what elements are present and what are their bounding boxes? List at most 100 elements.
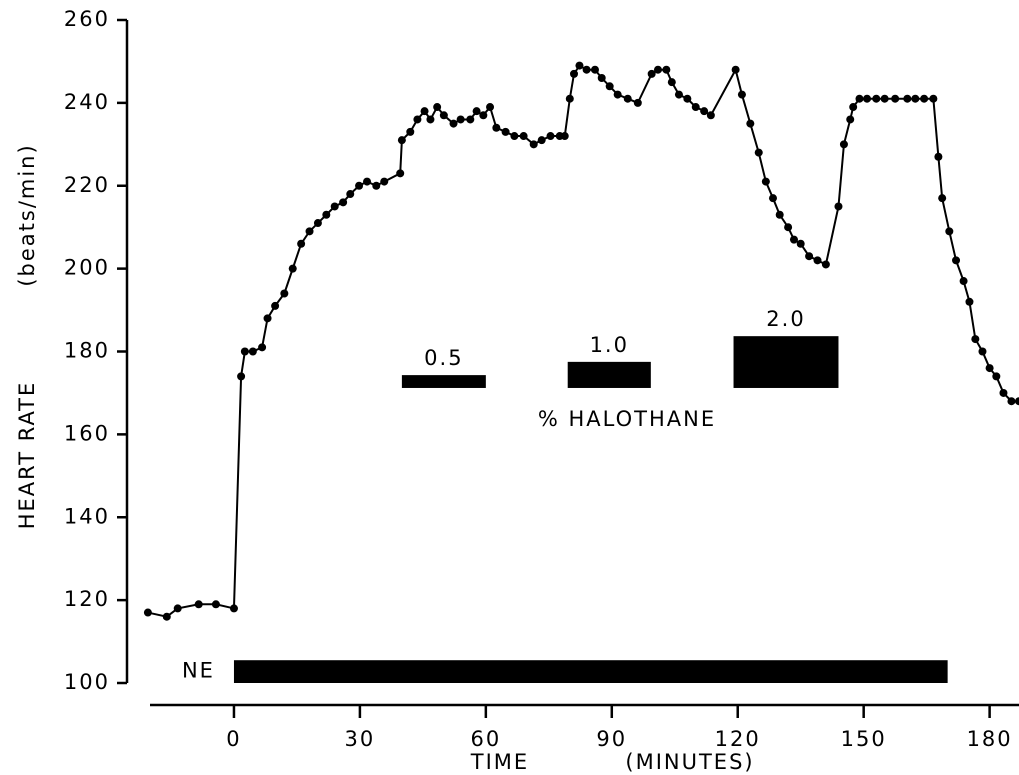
y-axis-unit: (beats/min) xyxy=(15,143,39,286)
data-point xyxy=(492,123,501,132)
data-point xyxy=(903,94,912,103)
data-point xyxy=(623,94,632,103)
data-point xyxy=(271,301,280,310)
data-point xyxy=(248,347,257,356)
data-point xyxy=(613,90,622,99)
bar-label: NE xyxy=(182,659,215,683)
data-point xyxy=(965,297,974,306)
y-tick-label: 240 xyxy=(64,90,110,114)
data-point xyxy=(173,604,182,613)
data-point xyxy=(194,600,203,609)
data-point xyxy=(761,177,770,186)
bar-label: 2.0 xyxy=(766,307,805,331)
data-point xyxy=(313,219,322,228)
x-tick-label: 30 xyxy=(345,727,376,751)
data-point xyxy=(397,136,406,145)
data-point xyxy=(486,103,495,112)
bar-label: 1.0 xyxy=(590,333,629,357)
data-point xyxy=(537,136,546,145)
data-point xyxy=(911,94,920,103)
data-point xyxy=(929,94,938,103)
data-point xyxy=(784,223,793,232)
x-axis-unit: (MINUTES) xyxy=(625,750,754,774)
data-point xyxy=(582,65,591,74)
data-point xyxy=(439,111,448,120)
treatment-bar xyxy=(401,375,486,388)
y-tick-label: 100 xyxy=(64,670,110,694)
data-point xyxy=(529,140,538,149)
y-tick-label: 180 xyxy=(64,339,110,363)
data-point xyxy=(863,94,872,103)
data-point xyxy=(834,202,843,211)
data-point xyxy=(849,103,858,112)
data-point xyxy=(449,119,458,128)
data-point xyxy=(945,227,954,236)
x-tick-label: 150 xyxy=(841,727,887,751)
data-point xyxy=(985,364,994,373)
data-point xyxy=(846,115,855,124)
data-point xyxy=(380,177,389,186)
treatment-bar xyxy=(567,361,651,388)
y-tick-label: 220 xyxy=(64,173,110,197)
data-point xyxy=(229,604,238,613)
data-point xyxy=(162,612,171,621)
data-point xyxy=(466,115,475,124)
data-point xyxy=(821,260,830,269)
data-point xyxy=(322,210,331,219)
y-axis-title: HEART RATE xyxy=(15,381,39,530)
data-point xyxy=(143,608,152,617)
bar-label: 0.5 xyxy=(424,346,463,370)
data-point xyxy=(605,82,614,91)
x-tick-label: 180 xyxy=(967,727,1013,751)
data-point xyxy=(479,111,488,120)
data-point xyxy=(746,119,755,128)
y-tick-label: 120 xyxy=(64,587,110,611)
data-point xyxy=(426,115,435,124)
data-line xyxy=(147,64,1019,618)
data-point xyxy=(959,277,968,286)
data-point xyxy=(952,256,961,265)
annotation: % HALOTHANE xyxy=(538,407,716,431)
data-point xyxy=(519,132,528,141)
data-point xyxy=(813,256,822,265)
data-point xyxy=(938,194,947,203)
data-point xyxy=(971,335,980,344)
data-point xyxy=(992,372,1001,381)
data-point xyxy=(731,65,740,74)
x-tick-label: 0 xyxy=(226,727,241,751)
data-point xyxy=(355,181,364,190)
data-point xyxy=(546,132,555,141)
data-point xyxy=(305,227,314,236)
data-point xyxy=(330,202,339,211)
data-point xyxy=(396,169,405,178)
x-axis-title: TIME xyxy=(470,750,529,774)
data-point xyxy=(999,388,1008,397)
data-point xyxy=(565,94,574,103)
data-point xyxy=(920,94,929,103)
data-point xyxy=(667,78,676,87)
data-point xyxy=(363,177,372,186)
data-point xyxy=(768,194,777,203)
data-point xyxy=(560,132,569,141)
treatment-bar xyxy=(233,660,948,683)
x-tick-label: 60 xyxy=(470,727,501,751)
data-point xyxy=(891,94,900,103)
y-tick-label: 140 xyxy=(64,504,110,528)
data-point xyxy=(1007,397,1016,406)
data-point xyxy=(575,61,584,70)
treatment-bar xyxy=(733,336,839,388)
data-point xyxy=(240,347,249,356)
data-point xyxy=(597,74,606,83)
data-point xyxy=(805,252,814,261)
data-point xyxy=(372,181,381,190)
data-point xyxy=(796,239,805,248)
data-point xyxy=(839,140,848,149)
data-point xyxy=(662,65,671,74)
data-point xyxy=(633,98,642,107)
data-point xyxy=(691,103,700,112)
data-point xyxy=(288,264,297,273)
data-point xyxy=(706,111,715,120)
data-point xyxy=(413,115,422,124)
y-tick-label: 200 xyxy=(64,256,110,280)
